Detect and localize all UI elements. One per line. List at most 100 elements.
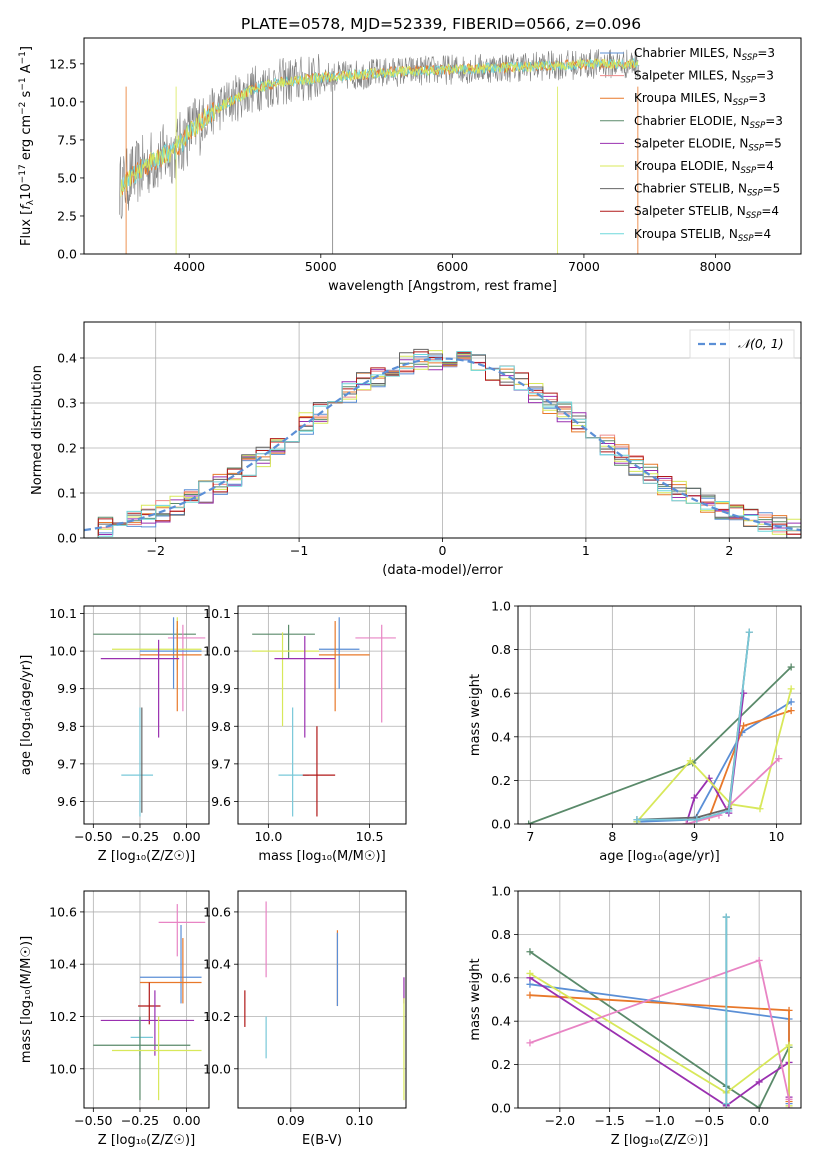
axes-frame bbox=[83, 890, 210, 1109]
y-tick-label: 0.0 bbox=[57, 531, 77, 546]
data-point-errorbar bbox=[158, 904, 206, 957]
y-tick-label: 5.0 bbox=[57, 170, 77, 185]
weight-series-line bbox=[529, 959, 790, 1108]
y-tick-label: 10.2 bbox=[49, 1009, 77, 1024]
x-axis-label: Z [log₁₀(Z/Z☉)] bbox=[98, 849, 195, 864]
x-tick-label: −0.50 bbox=[74, 1113, 112, 1128]
data-point-errorbar bbox=[355, 624, 396, 723]
y-tick-label: 10.0 bbox=[203, 1061, 231, 1076]
data-point-errorbar bbox=[302, 726, 336, 817]
z-age-panel: −0.50 −0.25 0.00 9.6 9.7 9.8 9.9 10.0 10.1 Z [log… bbox=[19, 605, 210, 864]
weight-point-marker bbox=[686, 757, 694, 765]
data-point-errorbar bbox=[139, 621, 202, 712]
weight-point-marker bbox=[785, 1041, 793, 1049]
x-axis-label: Z [log₁₀(Z/Z☉)] bbox=[611, 1133, 708, 1148]
data-point-errorbar bbox=[252, 624, 315, 659]
weight-point-marker bbox=[740, 722, 748, 730]
axes-frame bbox=[517, 890, 802, 1109]
x-tick-label: 5000 bbox=[305, 259, 337, 274]
weight-point-marker bbox=[755, 1078, 763, 1086]
axes-frame bbox=[237, 605, 407, 825]
y-tick-label: 0.2 bbox=[491, 1057, 511, 1072]
x-axis-label: age [log₁₀(age/yr)] bbox=[599, 849, 720, 864]
y-tick-label: 9.9 bbox=[211, 681, 231, 696]
y-tick-label: 0.2 bbox=[57, 441, 77, 456]
weight-point-marker bbox=[633, 816, 641, 824]
y-tick-label: 0.8 bbox=[491, 642, 511, 657]
y-tick-label: 9.7 bbox=[57, 756, 77, 771]
y-tick-label: 0.0 bbox=[491, 1101, 511, 1116]
weight-point-marker bbox=[725, 807, 733, 815]
data-point-errorbar bbox=[100, 639, 180, 738]
x-tick-label: −2 bbox=[146, 543, 164, 558]
y-tick-label: 2.5 bbox=[57, 208, 77, 223]
model-spectrum-line bbox=[120, 57, 639, 197]
x-tick-label: −1 bbox=[290, 543, 308, 558]
weight-series-line bbox=[636, 701, 792, 823]
x-tick-label: 0.0 bbox=[749, 1113, 769, 1128]
y-tick-label: 10.6 bbox=[49, 904, 77, 919]
x-tick-label: 10.5 bbox=[356, 829, 384, 844]
legend-label: Chabrier ELODIE, NSSP=3 bbox=[634, 114, 783, 131]
x-tick-label: 7000 bbox=[568, 259, 600, 274]
weight-point-marker bbox=[690, 794, 698, 802]
y-tick-label: 10.2 bbox=[203, 1009, 231, 1024]
y-tick-label: 0.0 bbox=[57, 247, 77, 262]
legend-label: Kroupa STELIB, NSSP=4 bbox=[634, 227, 771, 244]
x-tick-label: −0.25 bbox=[121, 1113, 159, 1128]
y-tick-label: 1.0 bbox=[491, 884, 511, 899]
data-point-errorbar bbox=[318, 617, 360, 689]
weight-point-marker bbox=[693, 816, 701, 824]
weight-series-line bbox=[529, 972, 790, 1106]
data-point-errorbar bbox=[252, 632, 319, 727]
axes-frame bbox=[83, 321, 802, 539]
weight-point-marker bbox=[526, 980, 534, 988]
data-point-errorbar bbox=[167, 624, 206, 712]
y-axis-label: mass [log₁₀(M/M☉)] bbox=[19, 936, 34, 1063]
y-tick-label: 0.8 bbox=[491, 927, 511, 942]
x-tick-label: 10 bbox=[768, 829, 784, 844]
y-tick-label: 10.1 bbox=[203, 606, 231, 621]
figure-title: PLATE=0578, MJD=52339, FIBERID=0566, z=0… bbox=[241, 15, 641, 33]
y-tick-label: 0.1 bbox=[57, 486, 77, 501]
x-axis-label: Z [log₁₀(Z/Z☉)] bbox=[98, 1133, 195, 1148]
x-tick-label: 0.00 bbox=[173, 829, 201, 844]
x-tick-label: 0.00 bbox=[173, 1113, 201, 1128]
weight-point-marker bbox=[722, 1100, 730, 1108]
x-tick-label: −0.5 bbox=[694, 1113, 724, 1128]
plot-area bbox=[93, 617, 206, 817]
y-tick-label: 0.3 bbox=[57, 396, 77, 411]
y-tick-label: 9.6 bbox=[211, 794, 231, 809]
plot-area bbox=[252, 617, 396, 817]
x-tick-label: 0 bbox=[439, 543, 447, 558]
y-tick-label: 10.0 bbox=[203, 644, 231, 659]
spectrum-panel: Flux [fλ10−17 erg cm−2 s−1 A−1] 4000 5000… bbox=[18, 37, 802, 294]
residuals-panel: −2 −1 0 1 2 0.0 0.1 0.2 0.3 0.4 (data-model)/error… bbox=[30, 321, 802, 578]
legend-label: 𝒩(0, 1) bbox=[738, 336, 784, 351]
weight-point-marker bbox=[526, 969, 534, 977]
data-point-errorbar bbox=[139, 617, 202, 689]
plot-area bbox=[244, 901, 405, 1101]
data-point-errorbar bbox=[111, 617, 202, 670]
y-tick-label: 0.6 bbox=[491, 970, 511, 985]
weight-series-line bbox=[636, 632, 751, 821]
x-tick-label: 4000 bbox=[173, 259, 205, 274]
weight-point-marker bbox=[787, 685, 795, 693]
legend-label: Chabrier STELIB, NSSP=5 bbox=[634, 182, 780, 199]
y-tick-label: 1.0 bbox=[491, 599, 511, 614]
plot-area bbox=[119, 49, 640, 254]
x-tick-label: 8 bbox=[608, 829, 616, 844]
weight-point-marker bbox=[787, 698, 795, 706]
weight-point-marker bbox=[787, 707, 795, 715]
y-tick-label: 0.4 bbox=[57, 351, 77, 366]
axes-frame bbox=[237, 890, 407, 1109]
x-tick-label: −0.25 bbox=[121, 829, 159, 844]
x-tick-label: 0.09 bbox=[277, 1113, 305, 1128]
weight-point-marker bbox=[787, 663, 795, 671]
y-tick-label: 10.1 bbox=[49, 606, 77, 621]
weight-point-marker bbox=[740, 689, 748, 697]
age-weight-panel: 7 8 9 10 0.0 0.2 0.4 0.6 0.8 1.0 age [log₁₀(age/yr… bbox=[468, 599, 802, 864]
weight-point-marker bbox=[755, 956, 763, 964]
legend-label: Chabrier MILES, NSSP=3 bbox=[634, 46, 775, 63]
y-tick-label: 0.2 bbox=[491, 773, 511, 788]
